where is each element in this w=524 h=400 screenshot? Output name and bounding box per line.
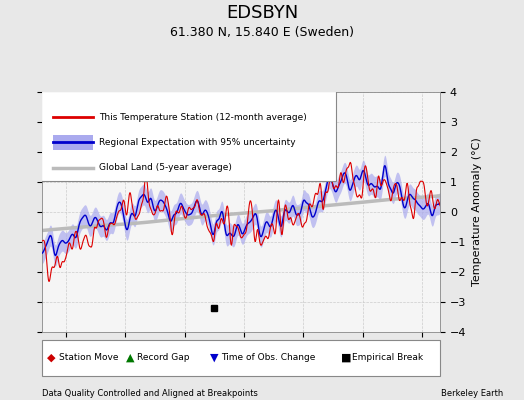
Text: ◆: ◆ <box>47 353 56 363</box>
Text: 61.380 N, 15.840 E (Sweden): 61.380 N, 15.840 E (Sweden) <box>170 26 354 39</box>
Text: Time of Obs. Change: Time of Obs. Change <box>221 354 315 362</box>
Text: ▼: ▼ <box>210 353 218 363</box>
Text: Global Land (5-year average): Global Land (5-year average) <box>99 163 232 172</box>
Bar <box>53 135 93 150</box>
Text: This Temperature Station (12-month average): This Temperature Station (12-month avera… <box>99 113 307 122</box>
Text: ■: ■ <box>341 353 351 363</box>
Y-axis label: Temperature Anomaly (°C): Temperature Anomaly (°C) <box>472 138 482 286</box>
Text: Regional Expectation with 95% uncertainty: Regional Expectation with 95% uncertaint… <box>99 138 296 147</box>
Text: EDSBYN: EDSBYN <box>226 4 298 22</box>
FancyBboxPatch shape <box>41 91 336 181</box>
Text: ▲: ▲ <box>126 353 134 363</box>
Text: Berkeley Earth: Berkeley Earth <box>441 389 503 398</box>
Text: Data Quality Controlled and Aligned at Breakpoints: Data Quality Controlled and Aligned at B… <box>42 389 258 398</box>
Text: Record Gap: Record Gap <box>137 354 190 362</box>
Text: Empirical Break: Empirical Break <box>352 354 423 362</box>
Text: Station Move: Station Move <box>59 354 118 362</box>
